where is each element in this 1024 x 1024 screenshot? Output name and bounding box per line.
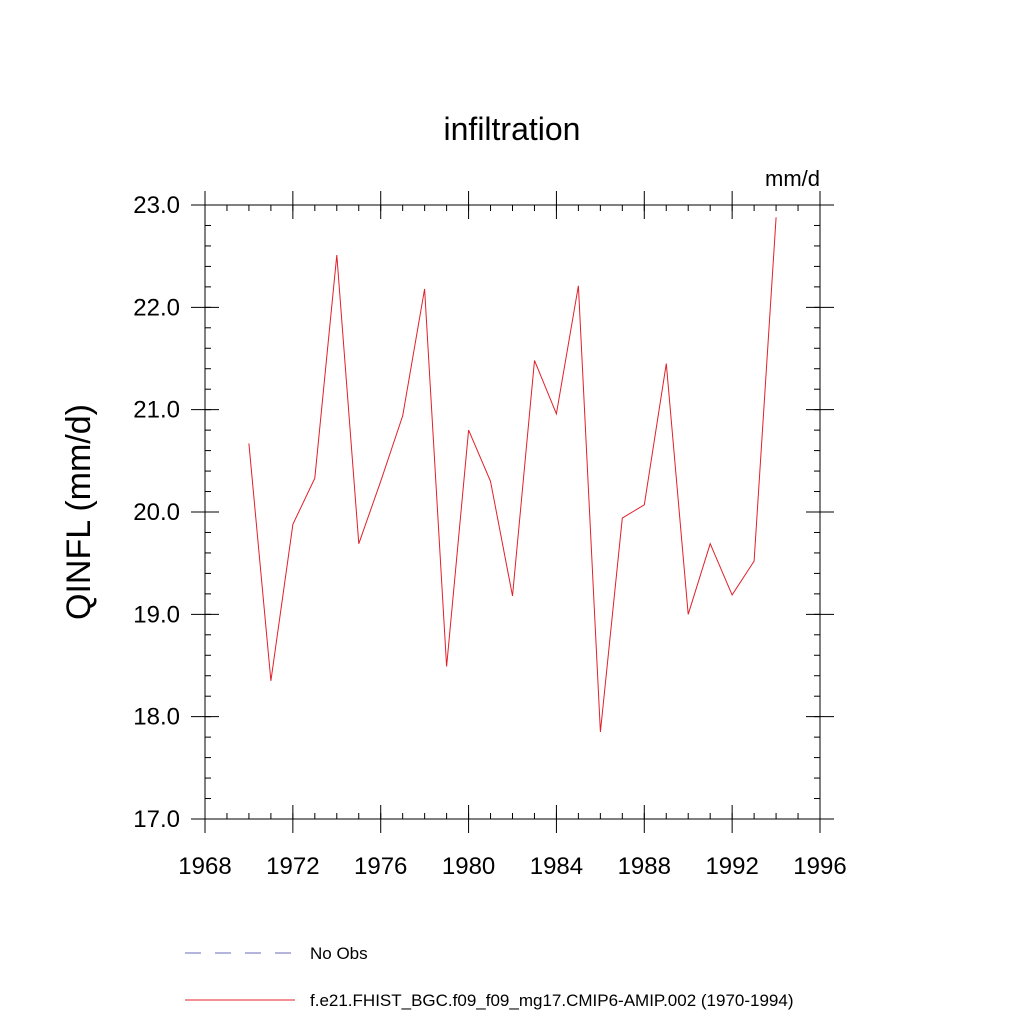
y-tick-labels: 17.0 18.0 19.0 20.0 21.0 22.0 23.0	[133, 192, 180, 833]
legend-label-model: f.e21.FHIST_BGC.f09_f09_mg17.CMIP6-AMIP.…	[310, 991, 794, 1010]
legend: No Obs f.e21.FHIST_BGC.f09_f09_mg17.CMIP…	[185, 944, 794, 1010]
y-tick-label: 20.0	[133, 499, 180, 526]
major-ticks	[191, 191, 834, 833]
y-axis-label: QINFL (mm/d)	[60, 404, 98, 620]
y-tick-label: 22.0	[133, 294, 180, 321]
y-tick-label: 19.0	[133, 601, 180, 628]
plot-frame	[204, 204, 821, 820]
x-tick-label: 1984	[530, 853, 583, 880]
series-line	[248, 217, 777, 733]
series-layer	[248, 217, 777, 733]
y-tick-label: 17.0	[133, 806, 180, 833]
y-tick-label: 18.0	[133, 704, 180, 731]
x-tick-labels: 1968 1972 1976 1980 1984 1988 1992 1996	[178, 853, 846, 880]
chart-title: infiltration	[444, 111, 581, 147]
x-tick-label: 1976	[354, 853, 407, 880]
x-tick-label: 1988	[618, 853, 671, 880]
x-tick-label: 1968	[178, 853, 231, 880]
legend-label-no-obs: No Obs	[310, 944, 368, 963]
x-tick-label: 1980	[442, 853, 495, 880]
x-tick-label: 1996	[793, 853, 846, 880]
x-tick-label: 1972	[266, 853, 319, 880]
minor-ticks	[204, 204, 821, 820]
y-tick-label: 23.0	[133, 192, 180, 219]
y-tick-label: 21.0	[133, 397, 180, 424]
x-tick-label: 1992	[705, 853, 758, 880]
units-label: mm/d	[765, 166, 820, 191]
